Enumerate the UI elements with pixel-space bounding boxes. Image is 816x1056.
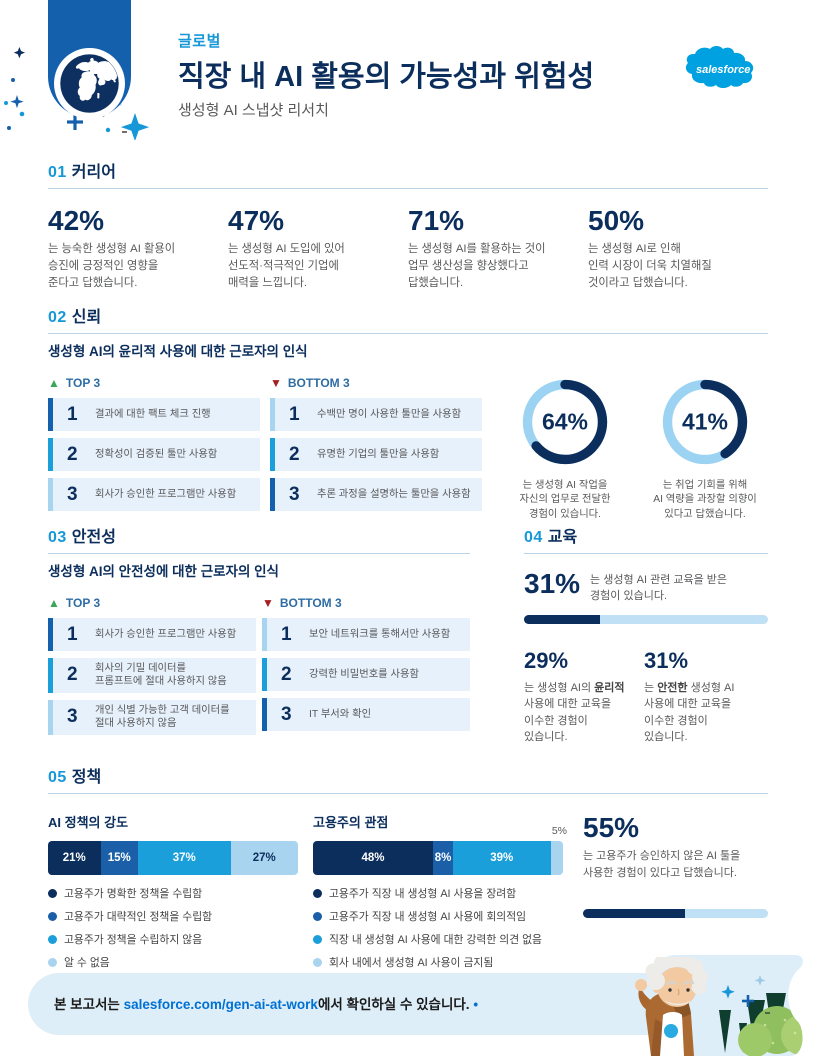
svg-text:41%: 41%: [682, 409, 728, 435]
svg-text:salesforce: salesforce: [696, 64, 750, 76]
svg-text:64%: 64%: [542, 409, 588, 435]
